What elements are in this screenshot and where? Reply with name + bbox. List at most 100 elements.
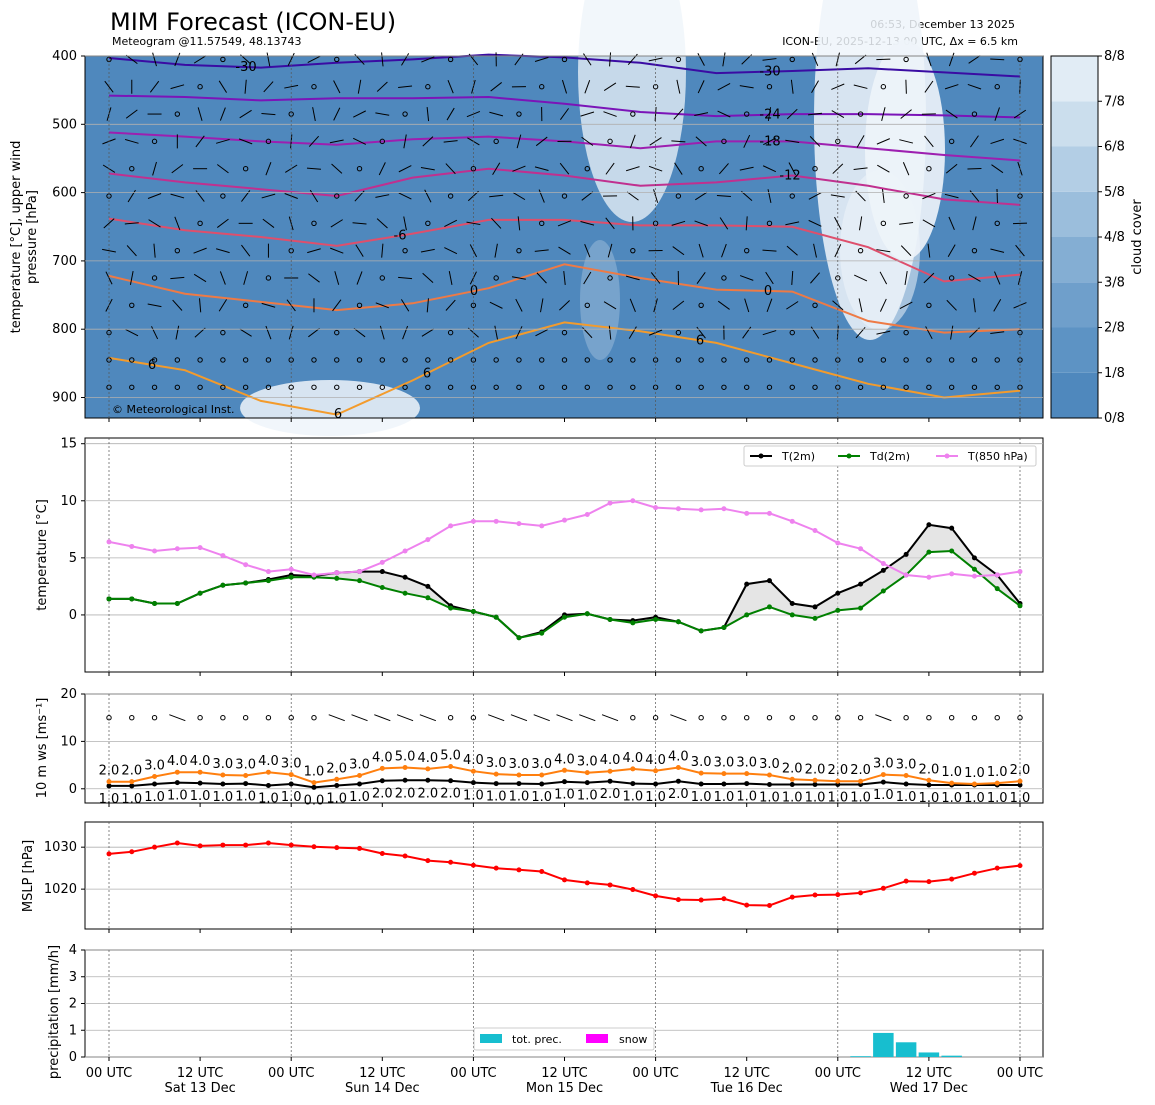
surface-wind-barb — [875, 714, 892, 722]
wind-series-point — [425, 777, 431, 783]
wind-calm-mark — [857, 384, 864, 390]
wind-series-point — [1017, 782, 1023, 788]
wind-barb — [353, 110, 366, 118]
gust-data-label: 4.0 — [372, 750, 393, 765]
mean-data-label: 1.0 — [782, 791, 803, 806]
wind-barb — [968, 55, 981, 64]
wind-barb — [444, 219, 458, 227]
gust-data-label: 2.0 — [805, 762, 826, 777]
wind-barb — [306, 167, 321, 170]
wind-barb — [811, 80, 819, 94]
mean-data-label: 1.0 — [486, 790, 507, 805]
series-point — [903, 551, 909, 557]
isotherm-line — [108, 94, 1021, 119]
wind-calm-mark — [129, 357, 135, 363]
wind-series-point — [880, 772, 886, 778]
wind-calm-mark — [994, 84, 1000, 90]
surface-wind-calm — [926, 714, 932, 721]
wind-barb — [625, 275, 640, 281]
series-point — [106, 596, 112, 602]
wind-barb — [834, 244, 842, 258]
wind-barb — [899, 301, 913, 310]
gust-data-label: 2.0 — [850, 763, 871, 778]
wind-series-point — [539, 781, 545, 787]
wind-calm-mark — [151, 138, 158, 145]
wind-series-point — [675, 778, 681, 784]
wind-barb — [785, 139, 800, 143]
wind-barb — [149, 80, 160, 93]
series-point — [448, 605, 454, 611]
mslp-point — [334, 845, 340, 851]
wind-series-point — [402, 764, 408, 770]
wind-barb — [648, 57, 663, 62]
colorbar-segment — [1051, 282, 1098, 328]
ylabel-line: pressure [hPa] — [25, 190, 40, 284]
wind-calm-mark — [1017, 329, 1023, 336]
wind-barb — [403, 216, 407, 231]
wind-series-point — [607, 778, 613, 784]
series-point — [311, 572, 317, 578]
wind-calm-mark — [766, 84, 773, 90]
mslp-point — [106, 851, 112, 857]
mslp-point — [379, 850, 385, 856]
series-point — [357, 569, 363, 575]
legend-swatch — [480, 1034, 502, 1043]
colorbar-tick-label: 0/8 — [1104, 411, 1125, 426]
mslp-point — [129, 849, 135, 855]
wind-barb — [534, 56, 549, 62]
series-point — [129, 543, 135, 549]
wind-barb — [216, 218, 229, 228]
wind-barb — [171, 164, 184, 174]
wind-barb — [219, 107, 226, 121]
wind-barb — [153, 243, 156, 258]
wind-series-point — [675, 764, 681, 770]
gust-data-label: 3.0 — [691, 755, 712, 770]
surface-wind-calm — [766, 714, 773, 721]
wind-calm-mark — [948, 357, 955, 363]
mean-data-label: 1.0 — [121, 792, 142, 807]
wind-series-point — [152, 781, 158, 787]
wind-calm-mark — [812, 302, 818, 309]
wind-barb — [854, 274, 868, 282]
wind-series-point — [584, 780, 590, 786]
wind-calm-mark — [971, 111, 978, 117]
mslp-point — [311, 844, 317, 850]
mean-data-label: 2.0 — [395, 786, 416, 801]
gust-data-label: 5.0 — [440, 749, 461, 764]
wind-series-point — [698, 770, 704, 776]
chart-title: MIM Forecast (ICON-EU) — [110, 8, 396, 36]
wind-calm-mark — [311, 384, 317, 390]
y-tick-label: 4 — [69, 943, 77, 958]
wind-barb — [900, 245, 912, 257]
wind-calm-mark — [789, 193, 795, 199]
wind-barb — [125, 328, 139, 337]
gust-data-label: 3.0 — [873, 757, 894, 772]
series-point — [994, 572, 1000, 578]
surface-wind-calm — [447, 714, 454, 721]
wind-calm-mark — [744, 357, 750, 363]
wind-barb — [334, 271, 340, 285]
series-point — [630, 498, 636, 504]
wind-barb — [261, 112, 276, 116]
wind-barb — [152, 52, 157, 67]
wind-barb — [810, 272, 820, 284]
location-subtitle: Meteogram @11.57549, 48.13743 — [112, 35, 302, 48]
gust-data-label: 4.0 — [418, 751, 439, 766]
wind-barb — [172, 299, 183, 311]
y-tick-label: 400 — [52, 49, 77, 64]
wind-series-point — [721, 781, 727, 787]
series-point — [562, 517, 567, 523]
wind-series-point — [516, 772, 522, 778]
mean-data-label: 1.0 — [896, 790, 917, 805]
series-point — [812, 527, 818, 533]
series-point — [516, 521, 522, 527]
x-day-label: Mon 15 Dec — [526, 1081, 603, 1096]
series-point — [220, 553, 226, 559]
wind-series-point — [106, 783, 112, 789]
mean-data-label: 1.0 — [827, 791, 848, 806]
wind-calm-mark — [835, 138, 841, 145]
mslp-point — [880, 885, 886, 891]
wind-calm-mark — [880, 84, 887, 90]
series-point — [789, 612, 795, 618]
wind-barb — [218, 80, 228, 93]
